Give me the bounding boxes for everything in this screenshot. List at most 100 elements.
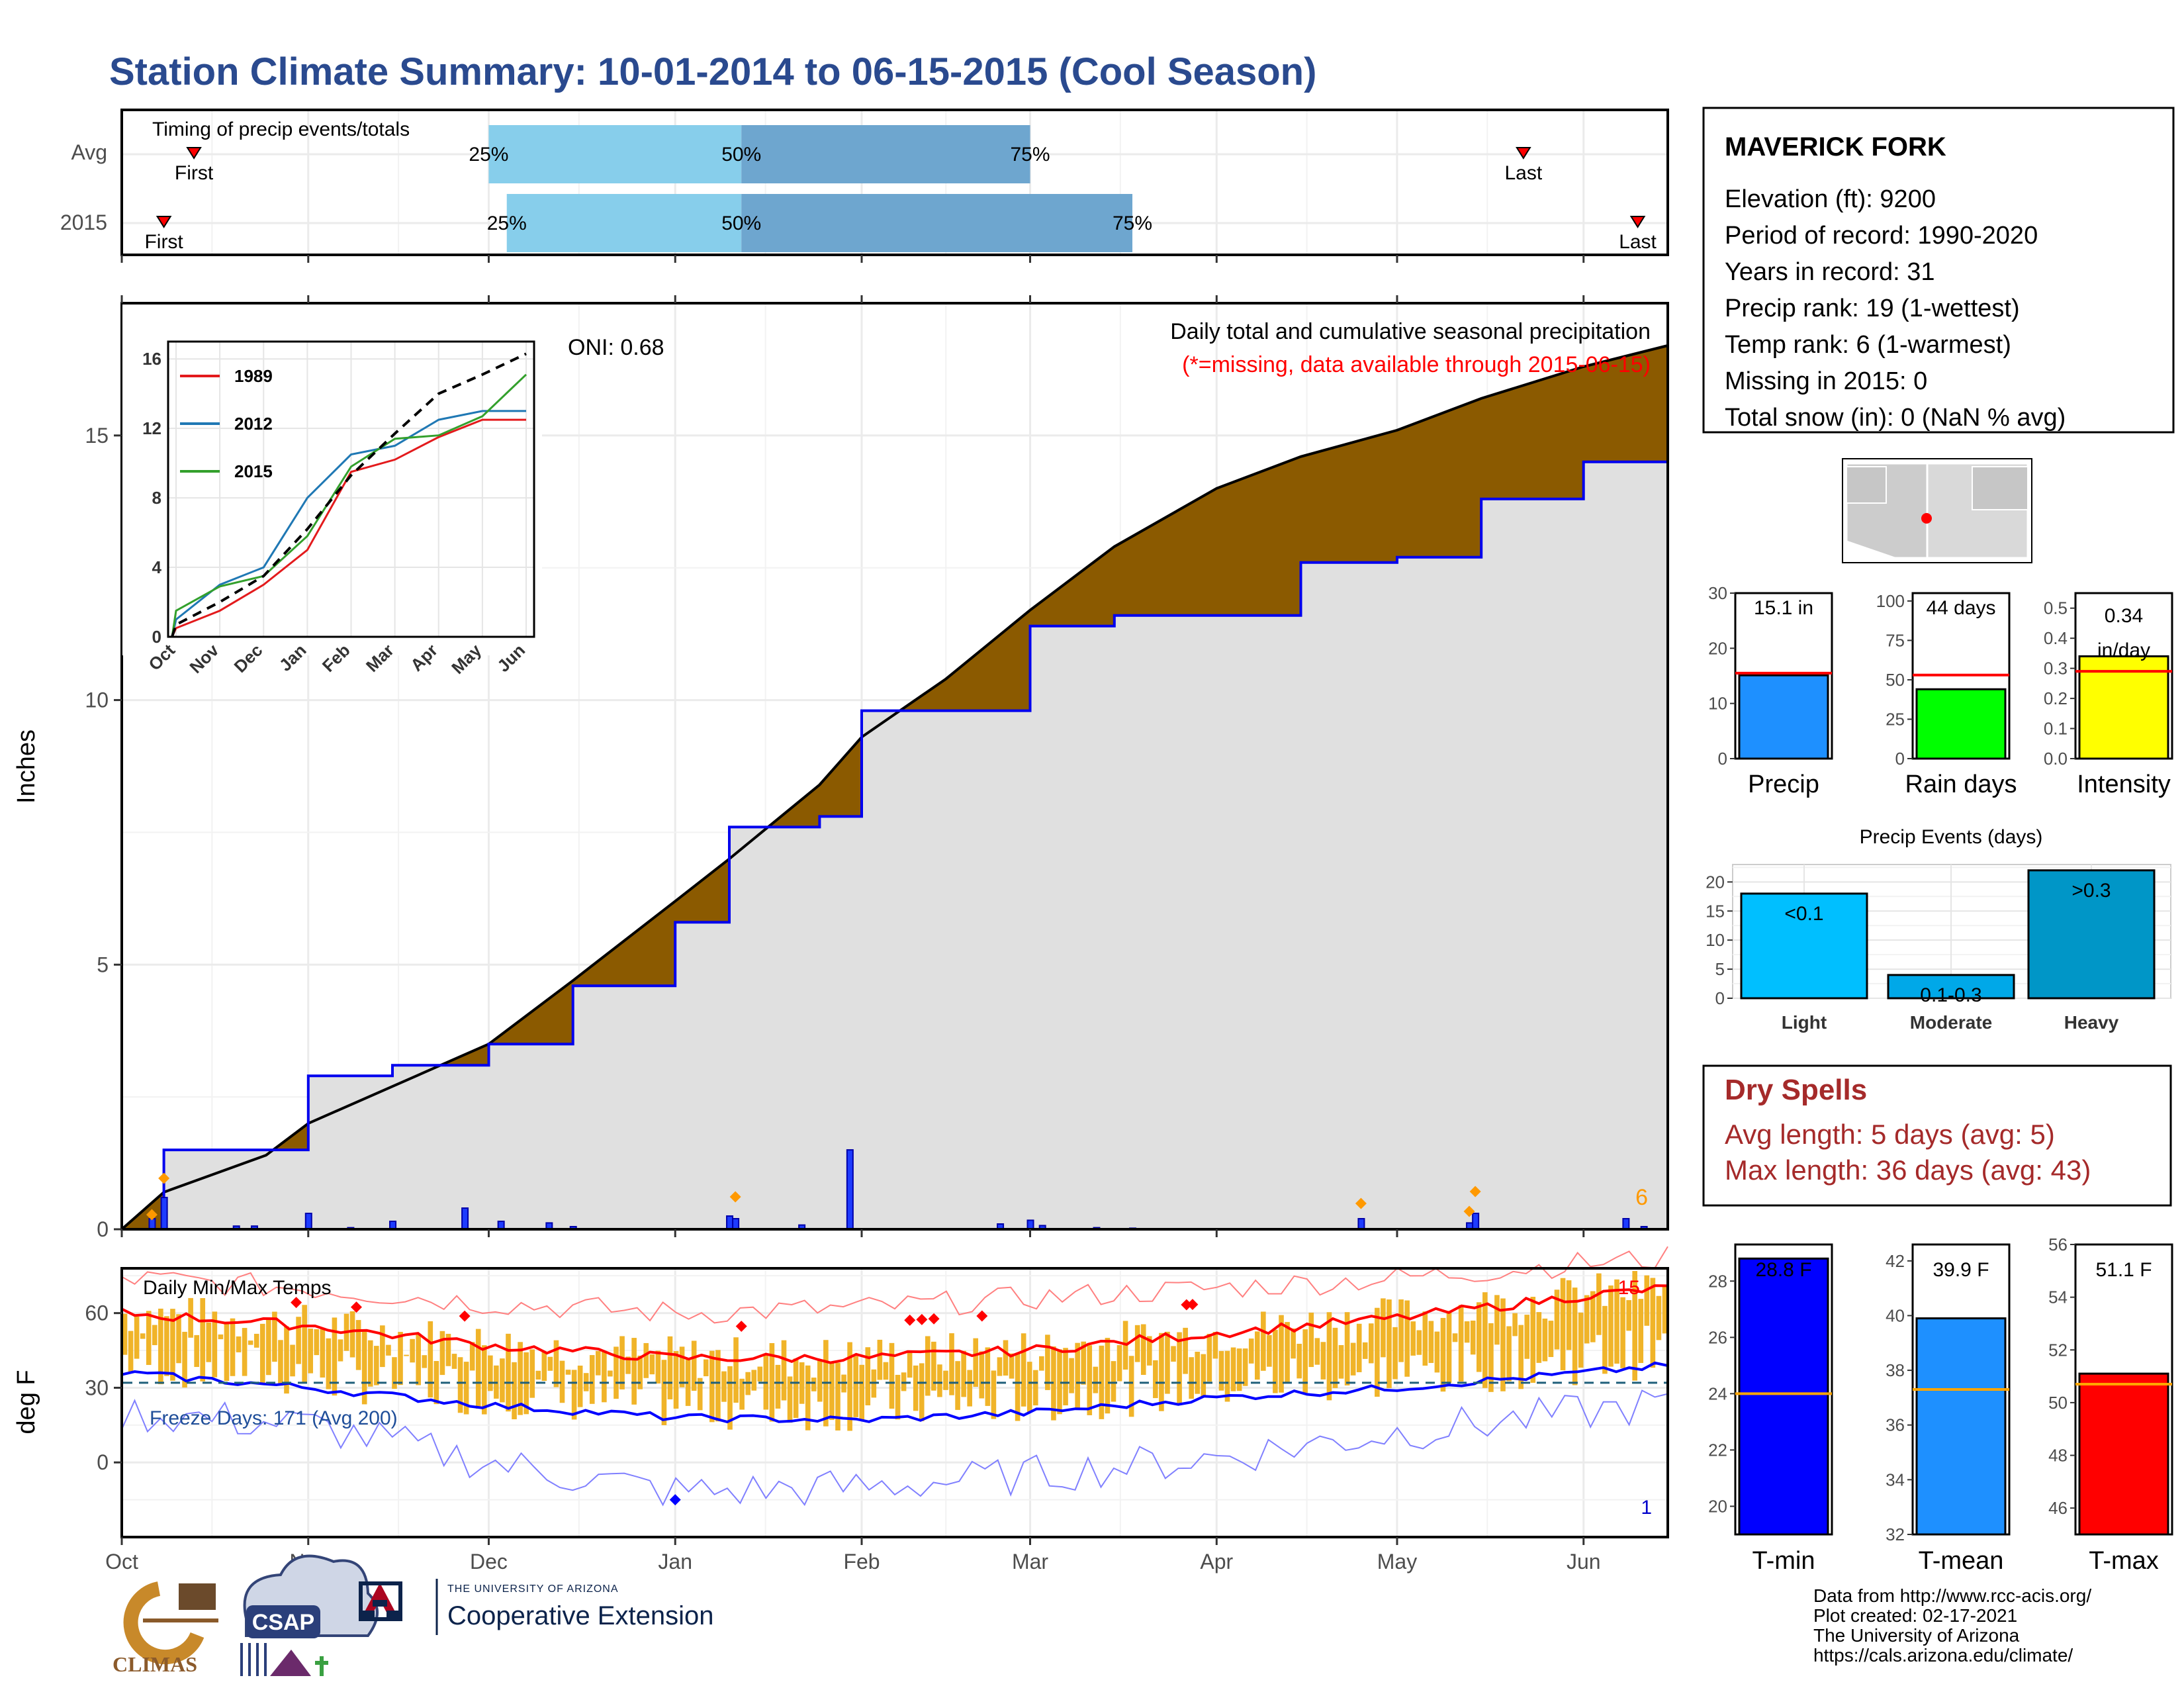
daily-temp-bar: [775, 1364, 781, 1409]
temp-bar-ytick: 36: [1886, 1415, 1905, 1435]
daily-temp-bar: [937, 1364, 942, 1397]
temp-bar-ytick: 32: [1886, 1524, 1905, 1544]
inset-series-1989: [171, 418, 526, 637]
daily-temp-bar: [1476, 1302, 1482, 1372]
precip-ytick: 15: [85, 424, 109, 447]
precip-ylabel: Inches: [13, 729, 40, 804]
daily-temp-bar: [1261, 1311, 1266, 1371]
daily-temp-bar: [506, 1333, 511, 1412]
daily-temp-bar: [1548, 1321, 1554, 1358]
temp-ylabel: deg F: [13, 1370, 40, 1434]
daily-temp-bar: [1464, 1321, 1470, 1343]
daily-precip-bar: [726, 1215, 734, 1230]
temp-bar-value: [1915, 1317, 2007, 1536]
daily-temp-bar: [1626, 1300, 1631, 1331]
daily-temp-bar: [140, 1333, 146, 1339]
daily-temp-bar: [1218, 1350, 1224, 1391]
daily-temp-bar: [655, 1350, 661, 1384]
daily-temp-bar: [596, 1350, 601, 1376]
precip-count: 6: [1635, 1185, 1648, 1210]
daily-temp-bar: [811, 1378, 817, 1391]
daily-temp-bar: [1195, 1352, 1201, 1394]
daily-temp-bar: [919, 1363, 925, 1421]
credit-line: https://cals.arizona.edu/climate/: [1813, 1645, 2073, 1665]
timing-pct-label: 25%: [487, 212, 527, 234]
daily-temp-bar: [290, 1344, 295, 1377]
daily-temp-bar: [865, 1347, 871, 1406]
daily-temp-bar: [997, 1357, 1003, 1376]
precip-ytick: 0: [97, 1217, 109, 1241]
daily-temp-bar: [1506, 1326, 1512, 1382]
ua-logo: THE UNIVERSITY OF ARIZONA Cooperative Ex…: [359, 1579, 713, 1635]
timing-pct-label: 50%: [721, 212, 761, 234]
record-low-count: 1: [1641, 1497, 1652, 1519]
daily-temp-bar: [248, 1340, 253, 1345]
station-info-line: Years in record: 31: [1725, 258, 1935, 286]
daily-temp-bar: [895, 1374, 901, 1420]
daily-temp-bar: [1350, 1342, 1356, 1376]
daily-temp-bar: [1015, 1353, 1021, 1421]
mini-bar-ytick: 30: [1708, 583, 1727, 603]
daily-temp-bar: [817, 1360, 823, 1402]
record-high-marker: [1187, 1299, 1199, 1311]
temp-bar-ytick: 40: [1886, 1305, 1905, 1325]
daily-temp-bar: [643, 1342, 649, 1378]
avg-max-line: [121, 1284, 1668, 1364]
daily-temp-bar: [763, 1353, 769, 1410]
record-high-marker: [976, 1310, 988, 1322]
daily-temp-bar: [451, 1354, 457, 1369]
temp-bar-value: [1738, 1257, 1829, 1536]
temp-bar-ytick: 38: [1886, 1360, 1905, 1380]
month-label: Apr: [1200, 1550, 1233, 1573]
daily-temp-bar: [242, 1328, 248, 1376]
daily-temp-bar: [907, 1352, 913, 1378]
daily-temp-bar: [901, 1372, 907, 1391]
mini-bar-ytick: 0.0: [2044, 749, 2068, 769]
precip-event-bar-label: <0.1: [1784, 903, 1823, 925]
daily-temp-bar: [266, 1318, 271, 1376]
precip-event-category: Moderate: [1910, 1012, 1992, 1033]
daily-precip-bar: [1026, 1219, 1034, 1230]
daily-temp-bar: [1398, 1299, 1404, 1362]
snow-marker: [1469, 1186, 1481, 1197]
station-info: MAVERICK FORK Elevation (ft): 9200 Period…: [1702, 107, 2175, 434]
temp-bar-value-label: 28.8 F: [1755, 1259, 1811, 1281]
daily-precip-bar: [1472, 1213, 1480, 1230]
daily-temp-bar: [1032, 1370, 1038, 1406]
daily-temp-bar: [218, 1334, 224, 1340]
daily-temp-bar: [1536, 1312, 1542, 1363]
daily-temp-bar: [230, 1318, 236, 1376]
daily-temp-bar: [1297, 1343, 1302, 1379]
daily-temp-bar: [991, 1370, 997, 1419]
precip-events-chart: Precip Events (days) 0 5 10 15 20 <0.1 Light 0.…: [1706, 826, 2171, 1033]
daily-temp-bar: [1063, 1348, 1068, 1406]
record-low-line: [121, 1389, 1668, 1507]
mini-bar-value: [1915, 688, 2007, 760]
daily-temp-bar: [1314, 1338, 1320, 1365]
daily-temp-bar: [439, 1331, 445, 1376]
daily-temp-bar: [1332, 1327, 1338, 1388]
daily-temp-bar: [1554, 1289, 1560, 1350]
dry-spells-title: Dry Spells: [1725, 1074, 1867, 1106]
timing-avg-50-75: [741, 125, 1030, 183]
daily-temp-bar: [122, 1313, 128, 1355]
daily-temp-bar: [877, 1339, 883, 1380]
daily-temp-bar: [799, 1362, 805, 1404]
precip-2015-area: [122, 430, 1668, 1229]
daily-temp-bar: [1392, 1327, 1398, 1380]
daily-temp-bar: [1362, 1342, 1368, 1359]
daily-temp-bar: [296, 1317, 301, 1364]
events-ytick: 0: [1715, 988, 1725, 1008]
mini-bar-ytick: 0: [1718, 749, 1727, 769]
temperature-bar-charts: 20 22 24 26 28 28.8 F T-min 32 34 36 38 40 42 39.9 F T…: [1708, 1235, 2173, 1575]
daily-temp-bar: [1452, 1333, 1458, 1342]
daily-temp-bar: [128, 1331, 134, 1373]
record-high-count: 15: [1618, 1277, 1640, 1299]
mini-bar-ytick: 0.3: [2044, 659, 2068, 679]
daily-temp-bar: [236, 1336, 242, 1352]
daily-temp-bar: [422, 1355, 428, 1368]
daily-temp-bar: [206, 1322, 212, 1362]
temp-bar-ytick: 22: [1708, 1440, 1727, 1460]
daily-temp-bar: [739, 1378, 745, 1410]
daily-temp-bar: [721, 1371, 727, 1402]
